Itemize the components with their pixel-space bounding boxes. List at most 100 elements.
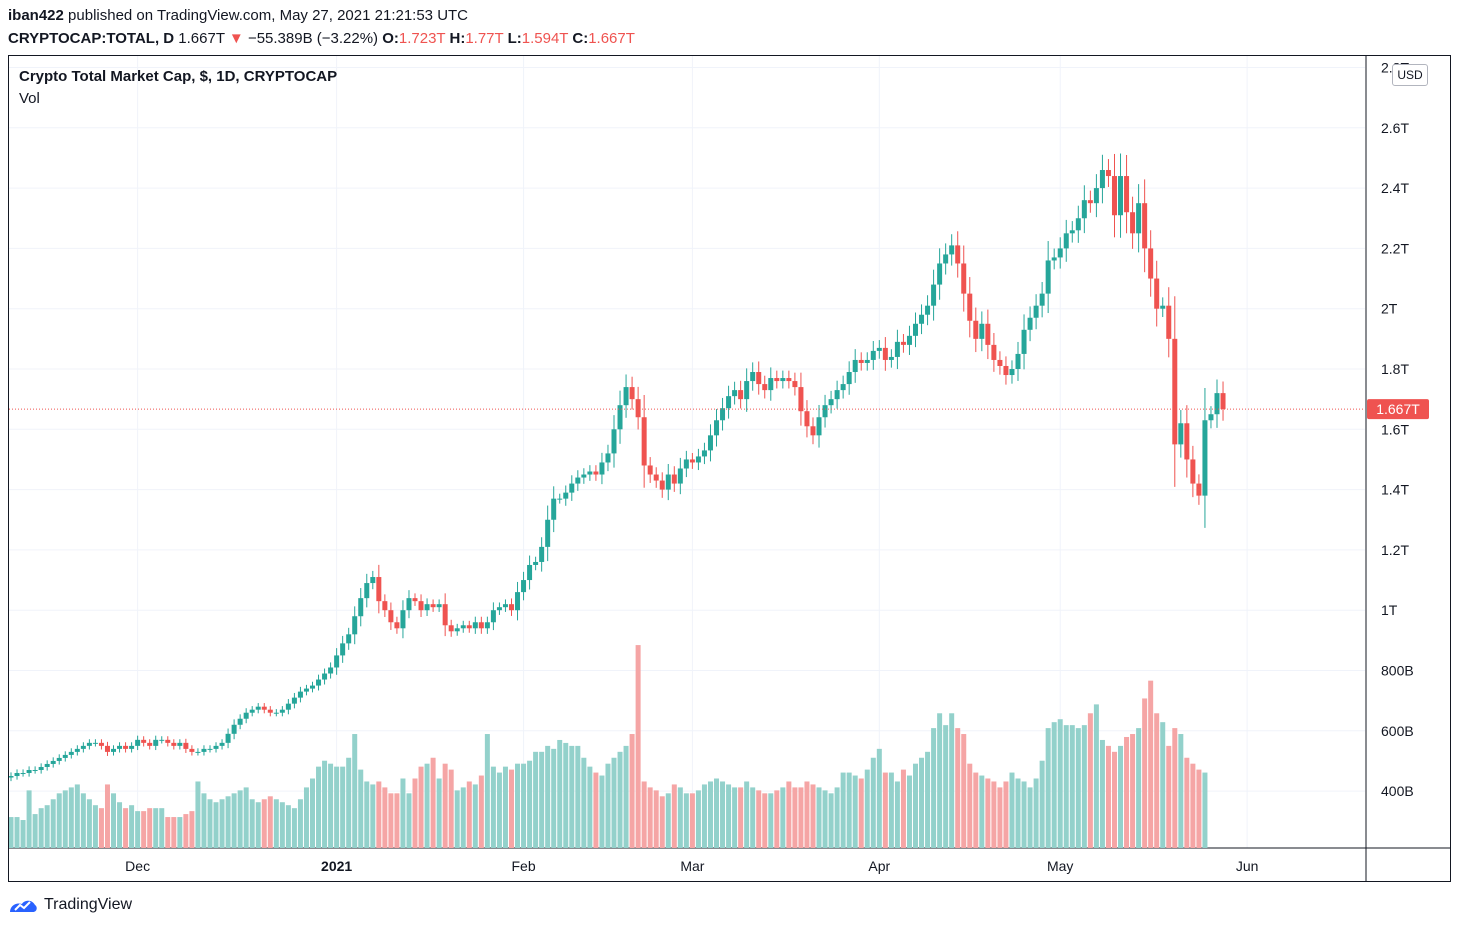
candle-body (1154, 278, 1160, 309)
volume-bar (1075, 728, 1081, 848)
volume-bar (104, 784, 110, 848)
candle-body (1087, 200, 1093, 204)
close-label: C: (572, 30, 589, 47)
tradingview-brand[interactable]: TradingView (8, 896, 132, 914)
candle-body (828, 399, 834, 406)
candle-body (430, 604, 436, 608)
volume-bar (931, 728, 937, 848)
volume-bar (291, 808, 297, 848)
candle-body (1124, 176, 1130, 213)
candle-body (1118, 176, 1124, 216)
candle-body (931, 284, 937, 306)
volume-bar (442, 763, 448, 848)
volume-bar (376, 781, 382, 848)
volume-bar (689, 793, 695, 848)
volume-legend[interactable]: Vol (19, 90, 40, 107)
volume-bar (864, 769, 870, 848)
candle-body (605, 453, 611, 463)
candle-body (1190, 459, 1196, 484)
volume-bar (919, 757, 925, 848)
volume-bar (430, 757, 436, 848)
volume-bar (1202, 772, 1208, 848)
candle-body (985, 323, 991, 345)
price-axis-tick-label: 600B (1381, 723, 1414, 739)
volume-bar (515, 763, 521, 848)
candle-body (183, 742, 189, 749)
chart-legend-title[interactable]: Crypto Total Market Cap, $, 1D, CRYPTOCA… (19, 68, 338, 85)
candle-body (394, 622, 400, 629)
volume-bar (1087, 713, 1093, 848)
volume-bar (961, 734, 967, 848)
volume-bar (804, 781, 810, 848)
symbol-label[interactable]: CRYPTOCAP:TOTAL, D (8, 30, 175, 47)
candle-body (478, 622, 484, 629)
volume-bar (539, 751, 545, 848)
volume-bar (400, 778, 406, 848)
volume-bar (364, 781, 370, 848)
volume-bar (774, 790, 780, 848)
currency-badge[interactable]: USD (1392, 64, 1428, 86)
volume-bar (189, 811, 195, 848)
candle-body (551, 498, 557, 520)
volume-bar (792, 787, 798, 848)
candle-body (364, 583, 370, 599)
candle-body (50, 760, 56, 764)
candle-body (617, 405, 623, 430)
candle-body (104, 745, 110, 752)
volume-bar (726, 784, 732, 848)
volume-bar (388, 793, 394, 848)
candle-body (135, 739, 141, 746)
high-label: H: (449, 30, 466, 47)
candle-body (913, 323, 918, 336)
volume-bar (316, 766, 322, 848)
volume-bar (611, 757, 617, 848)
candle-body (460, 625, 466, 629)
candle-body (756, 372, 762, 385)
volume-bar (141, 811, 147, 848)
volume-bar (527, 760, 533, 848)
volume-bar (1111, 751, 1117, 848)
candle-body (846, 372, 852, 385)
candle-body (195, 751, 201, 753)
candle-body (689, 459, 695, 463)
volume-bar (997, 787, 1003, 848)
volume-bar (575, 745, 581, 848)
volume-bar (1051, 722, 1057, 848)
volume-bar (490, 766, 496, 848)
candle-body (14, 773, 20, 777)
candle-body (358, 598, 364, 617)
volume-bar (979, 775, 985, 848)
candle-body (207, 748, 213, 750)
price-chart[interactable]: 2.8T2.6T2.4T2.2T2T1.8T1.6T1.4T1.2T1T800B… (8, 55, 1451, 882)
volume-bar (1172, 728, 1178, 848)
volume-bar (967, 763, 973, 848)
volume-bar (798, 787, 804, 848)
volume-bar (521, 763, 527, 848)
volume-bar (780, 787, 786, 848)
volume-bar (448, 769, 454, 848)
volume-bar (985, 778, 991, 848)
volume-bar (74, 784, 80, 848)
candle-body (412, 598, 418, 602)
candle-body (147, 742, 153, 746)
candle-body (1160, 305, 1166, 309)
volume-bar (50, 799, 56, 848)
volume-bar (888, 772, 894, 848)
volume-bar (605, 763, 611, 848)
candle-body (515, 592, 521, 611)
candle-body (111, 748, 117, 752)
volume-bar (496, 772, 502, 848)
publisher-name[interactable]: iban422 (8, 7, 64, 24)
candle-body (527, 564, 533, 581)
candle-body (997, 359, 1003, 366)
volume-bar (683, 793, 689, 848)
volume-bar (62, 790, 68, 848)
candle-body (1069, 230, 1075, 234)
volume-bar (86, 799, 92, 848)
volume-bar (1160, 722, 1166, 848)
candle-body (189, 748, 195, 752)
volume-bar (545, 745, 551, 848)
candle-body (141, 739, 147, 743)
candle-body (177, 742, 183, 746)
candle-body (243, 712, 249, 719)
